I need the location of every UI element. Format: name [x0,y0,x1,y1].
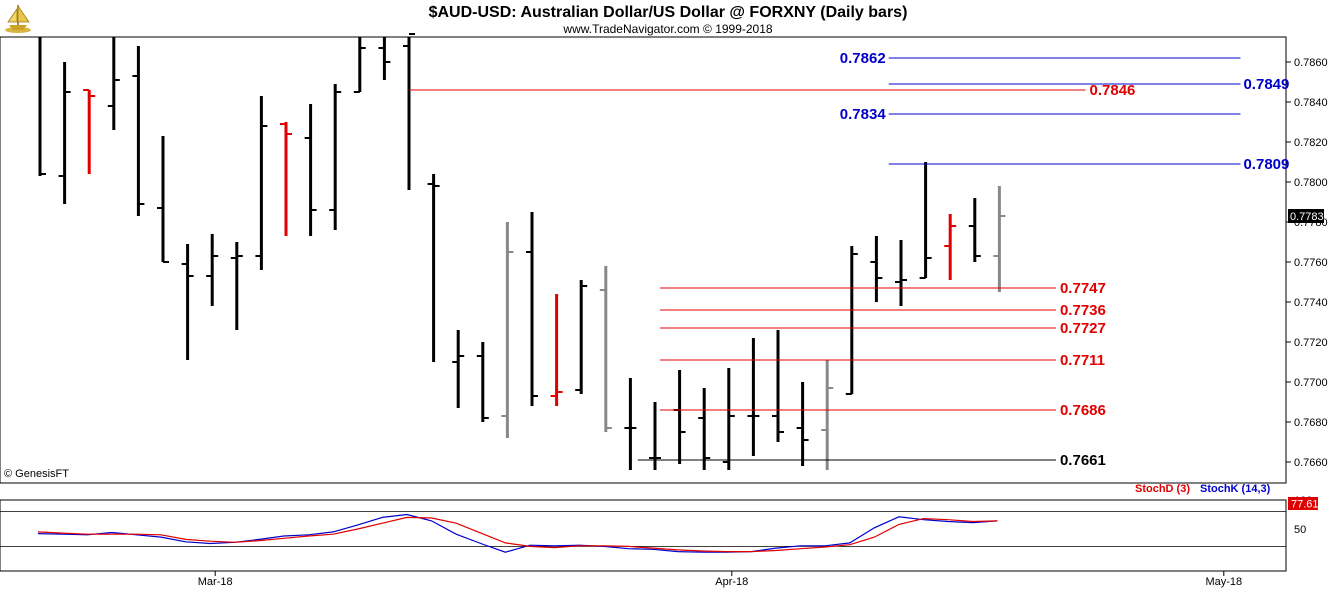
ohlc-bar [919,162,932,279]
ohlc-bar [353,37,366,93]
ohlc-bar [107,37,120,130]
price-level-0.7736: 0.7736 [659,302,1106,319]
x-tick-label: May-18 [1205,576,1242,588]
price-level-label: 0.7849 [1243,76,1289,93]
ohlc-bar [870,236,883,302]
ohlc-bar [255,96,268,270]
ohlc-bar [968,198,981,262]
ohlc-bar [698,388,711,470]
price-level-label: 0.7736 [1060,302,1106,319]
ohlc-bar [157,136,169,263]
x-tick-label: Mar-18 [198,576,233,588]
price-level-0.7846: 0.7846 [409,82,1135,99]
price-y-tick-label: 0.7760 [1294,257,1328,269]
ohlc-bar [649,402,661,470]
ohlc-bar [38,37,46,176]
price-level-label: 0.7711 [1060,352,1105,369]
ohlc-bar [624,378,637,470]
price-panel [0,36,1287,484]
ohlc-bar [132,46,145,216]
ohlc-bar [722,368,735,470]
ohlc-bar [599,266,612,432]
ohlc-bar [993,186,1006,292]
price-y-tick-label: 0.7840 [1294,97,1328,109]
ohlc-bar [280,122,292,236]
ohlc-bar [772,330,784,442]
ohlc-bar [476,342,489,422]
ohlc-bar [845,246,858,395]
price-level-0.7711: 0.7711 [659,352,1105,369]
legend-stochk: StochK (14,3) [1200,483,1271,495]
ohlc-bar [526,212,538,406]
price-level-0.7849: 0.7849 [888,76,1289,93]
ohlc-bar [181,244,194,360]
price-level-0.7727: 0.7727 [659,320,1106,337]
x-axis: Mar-18 Apr-18 May-18 [198,571,1242,588]
price-level-label: 0.7809 [1243,156,1289,173]
price-level-label: 0.7862 [840,50,886,67]
chart-title: $AUD-USD: Australian Dollar/US Dollar @ … [429,4,908,21]
price-level-label: 0.7727 [1060,320,1106,337]
ohlc-bar [230,242,243,330]
ohlc-bar [501,222,514,438]
last-price-marker: 0.7783 [1288,209,1324,223]
ohlc-bar [58,62,71,204]
legend-stochd: StochD (3) [1135,483,1190,495]
ohlc-bar [944,214,957,280]
golden-sailboat-logo-icon [5,4,31,33]
ohlc-bar [747,338,760,456]
price-y-tick-label: 0.7740 [1294,297,1328,309]
price-level-label: 0.7747 [1060,280,1106,297]
last-price-label: 0.7783 [1290,211,1324,223]
price-levels: 0.7862 0.7849 0.7846 0.7834 0.7809 0.7747 0.77… [409,50,1289,469]
price-y-tick-label: 0.7860 [1294,57,1328,69]
stoch-series-line [37,516,998,553]
ohlc-bar [206,234,219,306]
price-level-label: 0.7846 [1090,82,1136,99]
ohlc-bar [895,240,907,306]
price-y-axis: 0.78600.78400.78200.78000.77800.77600.77… [1286,57,1328,469]
ohlc-bar [83,89,96,174]
ohlc-bar [796,382,809,466]
copyright-label: © GenesisFT [4,468,69,480]
stochastic-panel [0,499,1287,572]
ohlc-bar [821,360,834,470]
stoch-last-value-marker: 77.61 [1288,497,1319,511]
price-y-tick-label: 0.7680 [1294,417,1328,429]
price-level-0.7747: 0.7747 [659,280,1106,297]
price-y-tick-label: 0.7700 [1294,377,1328,389]
price-level-0.7661: 0.7661 [637,452,1106,469]
ohlc-bar [304,104,317,236]
ohlc-bar [378,37,391,80]
chart-subtitle: www.TradeNavigator.com © 1999-2018 [562,22,772,36]
x-tick-label: Apr-18 [715,576,748,588]
stoch-y-tick-label: 50 [1294,524,1306,536]
ohlc-bar [329,84,342,230]
price-y-tick-label: 0.7660 [1294,457,1328,469]
ohlc-bar [403,33,415,190]
price-y-tick-label: 0.7820 [1294,137,1328,149]
price-level-0.7809: 0.7809 [888,156,1289,173]
ohlc-bar [452,330,465,408]
price-y-tick-label: 0.7800 [1294,177,1328,189]
price-level-0.7834: 0.7834 [840,106,1241,123]
stochastic-lines [37,513,998,553]
stoch-last-value: 77.61 [1291,499,1319,511]
price-level-label: 0.7686 [1060,402,1106,419]
price-level-0.7862: 0.7862 [840,50,1241,67]
price-level-label: 0.7661 [1060,452,1106,469]
price-level-label: 0.7834 [840,106,887,123]
price-level-0.7686: 0.7686 [659,402,1106,419]
price-bars [38,33,1006,470]
ohlc-bar [427,174,440,362]
stoch-series-line [37,513,998,553]
ohlc-bar [550,294,563,406]
price-y-tick-label: 0.7720 [1294,337,1328,349]
ohlc-bar [575,280,588,394]
